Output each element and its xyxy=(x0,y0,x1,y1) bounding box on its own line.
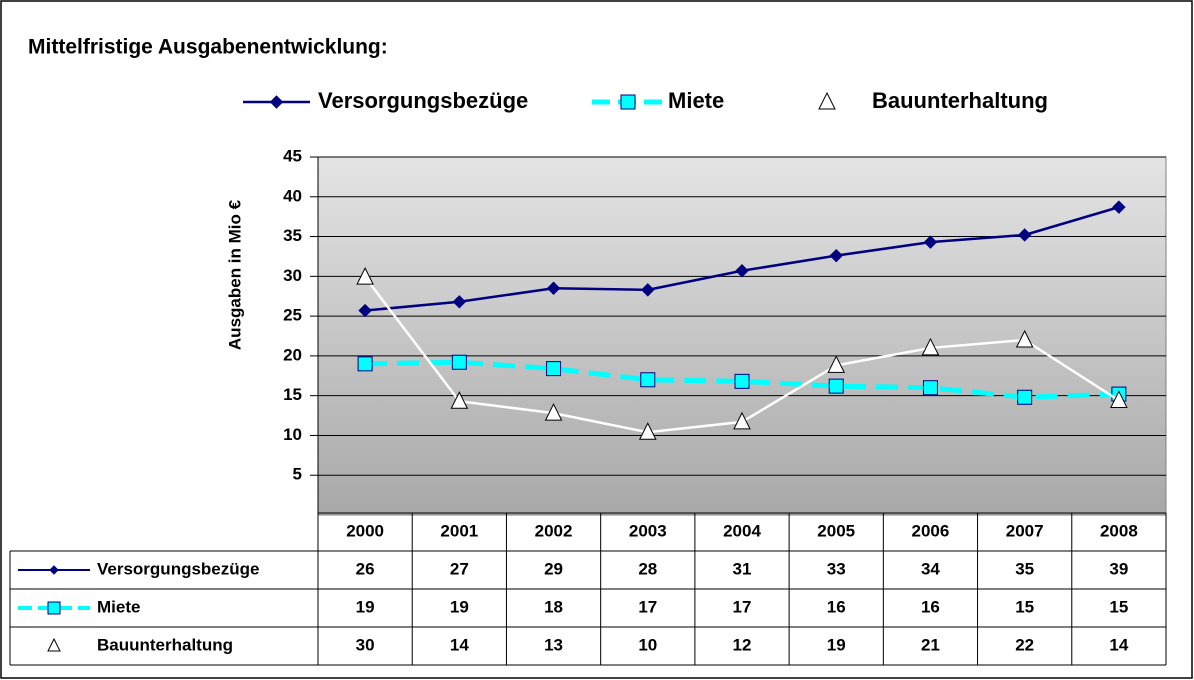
table-value: 16 xyxy=(827,597,846,616)
series-line xyxy=(365,359,1119,400)
row-label: Versorgungsbezüge xyxy=(97,559,259,578)
y-tick-label: 25 xyxy=(283,306,302,325)
table-value: 39 xyxy=(1109,559,1128,578)
marker xyxy=(921,337,940,356)
table-value: 31 xyxy=(733,559,752,578)
x-tick-label: 2004 xyxy=(723,521,761,540)
chart-title: Mittelfristige Ausgabenentwicklung: xyxy=(28,36,388,59)
marker xyxy=(1110,390,1128,408)
table-value: 15 xyxy=(1015,597,1034,616)
table-key xyxy=(47,637,61,652)
y-axis-label: Ausgaben in Mio € xyxy=(225,199,244,350)
y-tick-label: 5 xyxy=(293,465,302,484)
marker xyxy=(829,248,843,263)
x-tick-label: 2001 xyxy=(440,521,478,540)
marker xyxy=(734,373,750,389)
marker xyxy=(641,283,655,297)
x-tick-label: 2008 xyxy=(1100,521,1138,540)
marker xyxy=(452,295,467,309)
table-value: 15 xyxy=(1109,597,1128,616)
table-value: 29 xyxy=(544,559,563,578)
marker xyxy=(827,355,846,373)
table-value: 22 xyxy=(1015,635,1034,654)
table-value: 19 xyxy=(450,597,469,616)
table-value: 30 xyxy=(356,635,375,654)
marker xyxy=(358,303,372,318)
marker xyxy=(735,264,749,278)
marker xyxy=(923,235,938,249)
marker xyxy=(1015,329,1034,348)
x-tick-label: 2006 xyxy=(912,521,950,540)
y-tick-label: 40 xyxy=(283,186,302,205)
table-value: 17 xyxy=(733,597,752,616)
marker xyxy=(1017,389,1033,405)
table-value: 19 xyxy=(827,635,846,654)
marker xyxy=(546,281,561,295)
x-tick-label: 2003 xyxy=(629,521,667,540)
marker xyxy=(357,356,373,372)
legend-marker xyxy=(818,91,836,110)
marker xyxy=(546,361,562,377)
table-value: 16 xyxy=(921,597,940,616)
marker xyxy=(640,372,656,388)
table-value: 19 xyxy=(356,597,375,616)
marker xyxy=(620,94,636,110)
table-value: 27 xyxy=(450,559,469,578)
x-tick-label: 2000 xyxy=(346,521,384,540)
marker xyxy=(638,422,657,440)
marker xyxy=(356,267,374,285)
table-value: 28 xyxy=(638,559,657,578)
x-tick-label: 2002 xyxy=(535,521,573,540)
table-value: 21 xyxy=(921,635,940,654)
y-tick-label: 30 xyxy=(283,266,302,285)
legend-label: Versorgungsbezüge xyxy=(318,88,528,113)
row-label: Bauunterhaltung xyxy=(97,635,233,654)
x-tick-label: 2007 xyxy=(1006,521,1044,540)
table-value: 35 xyxy=(1015,559,1034,578)
table-value: 33 xyxy=(827,559,846,578)
table-value: 17 xyxy=(638,597,657,616)
marker xyxy=(47,601,61,615)
marker xyxy=(733,411,751,430)
marker xyxy=(450,391,469,409)
row-label: Miete xyxy=(97,597,140,616)
table-value: 10 xyxy=(638,635,657,654)
y-tick-label: 35 xyxy=(283,226,302,245)
table-value: 18 xyxy=(544,597,563,616)
y-tick-label: 20 xyxy=(283,345,302,364)
y-tick-label: 15 xyxy=(283,385,302,404)
legend-label: Bauunterhaltung xyxy=(872,88,1048,113)
marker xyxy=(49,565,59,575)
table-value: 14 xyxy=(1109,635,1128,654)
marker xyxy=(544,403,563,421)
marker xyxy=(1112,200,1126,214)
table-value: 12 xyxy=(733,635,752,654)
table-value: 26 xyxy=(356,559,375,578)
marker xyxy=(828,378,844,394)
marker xyxy=(451,354,467,370)
table-value: 14 xyxy=(450,635,469,654)
x-tick-label: 2005 xyxy=(817,521,855,540)
table-value: 34 xyxy=(921,559,940,578)
legend-label: Miete xyxy=(668,88,724,113)
marker xyxy=(922,380,938,396)
y-tick-label: 45 xyxy=(283,146,302,165)
plot-area xyxy=(317,156,1167,516)
y-tick-label: 10 xyxy=(283,425,302,444)
marker xyxy=(1017,228,1032,242)
marker xyxy=(269,95,284,109)
table-value: 13 xyxy=(544,635,563,654)
